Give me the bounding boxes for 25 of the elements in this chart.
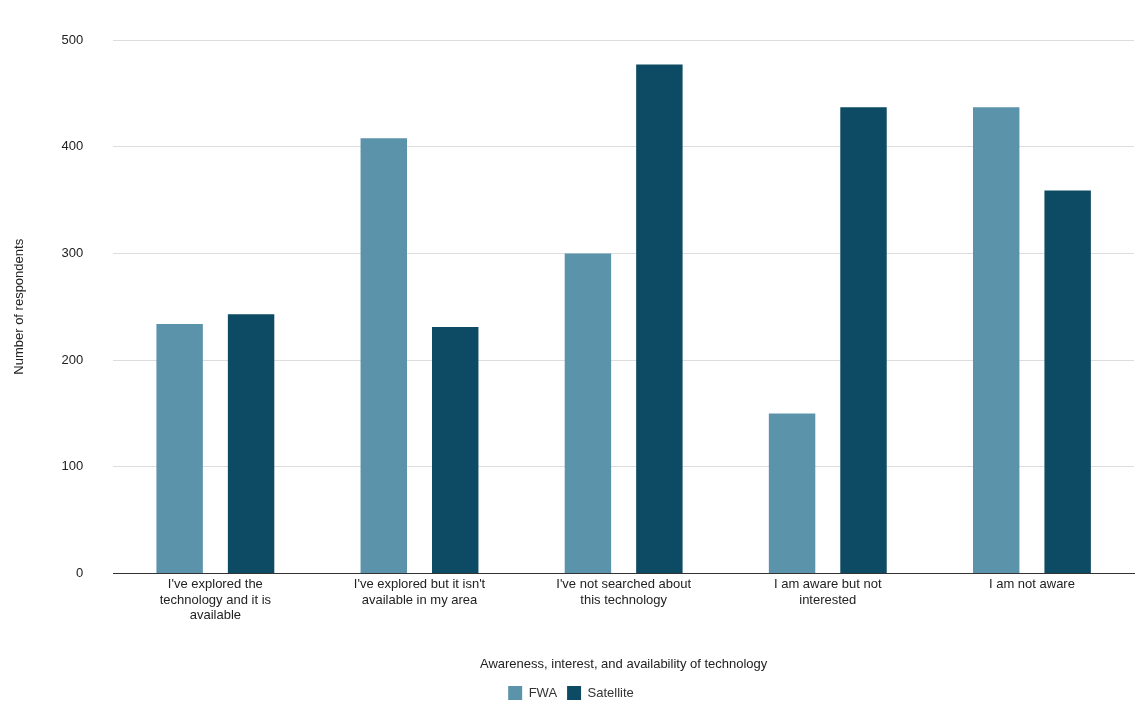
x-axis-title: Awareness, interest, and availability of technology bbox=[479, 655, 768, 671]
bar bbox=[1044, 190, 1091, 574]
y-tick-label: 0 bbox=[76, 565, 84, 581]
y-tick-label: 500 bbox=[61, 31, 84, 47]
bar bbox=[156, 323, 203, 574]
x-tick-label: I've explored the technology and it is available bbox=[159, 575, 272, 623]
bar bbox=[227, 314, 275, 574]
x-tick-label: I am aware but not interested bbox=[773, 575, 883, 607]
bar bbox=[972, 107, 1020, 574]
y-tick-label: 300 bbox=[61, 245, 84, 261]
bar bbox=[360, 138, 407, 574]
bar bbox=[840, 107, 887, 574]
legend-label: FWA bbox=[528, 684, 558, 700]
x-tick-label: I've not searched about this technology bbox=[556, 575, 692, 607]
bar bbox=[564, 253, 612, 574]
bar bbox=[432, 327, 479, 574]
y-axis-title: Number of respondents bbox=[11, 238, 27, 375]
bar bbox=[768, 413, 816, 574]
x-tick-label: I've explored but it isn't available in my area bbox=[353, 575, 486, 607]
x-tick-label: I am not aware bbox=[988, 575, 1075, 591]
y-tick-label: 400 bbox=[61, 138, 84, 154]
y-tick-label: 200 bbox=[61, 351, 84, 367]
y-tick-label: 100 bbox=[61, 458, 84, 474]
legend-label: Satellite bbox=[587, 684, 634, 700]
bar bbox=[636, 64, 683, 574]
